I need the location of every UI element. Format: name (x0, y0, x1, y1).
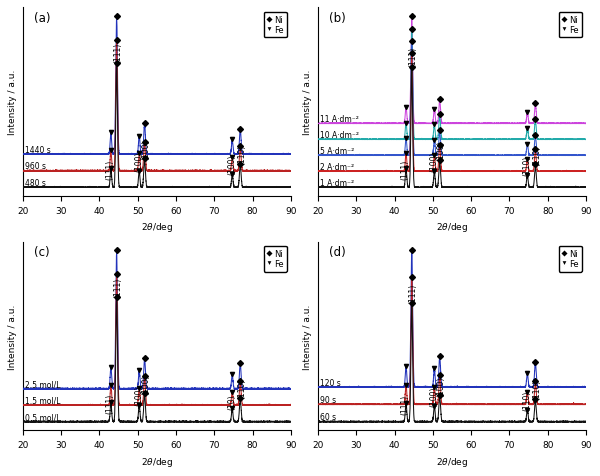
X-axis label: $2\theta$/deg: $2\theta$/deg (436, 221, 468, 234)
Text: 120 s: 120 s (320, 378, 341, 387)
Text: (111): (111) (113, 277, 122, 297)
Text: (100): (100) (141, 139, 150, 159)
Legend: Ni, Fe: Ni, Fe (559, 246, 582, 272)
Text: (c): (c) (34, 246, 49, 259)
Text: 2.5 mol/L: 2.5 mol/L (25, 379, 61, 388)
Text: (110): (110) (237, 378, 246, 398)
Text: 10 A·dm⁻²: 10 A·dm⁻² (320, 131, 359, 140)
Text: (100): (100) (429, 151, 438, 172)
Text: 60 s: 60 s (320, 412, 336, 421)
Y-axis label: Intensity / a.u.: Intensity / a.u. (304, 70, 313, 135)
Text: (100): (100) (134, 151, 143, 171)
Y-axis label: Intensity / a.u.: Intensity / a.u. (8, 304, 17, 369)
Text: 0.5 mol/L: 0.5 mol/L (25, 412, 61, 421)
Text: (100): (100) (436, 376, 445, 396)
Y-axis label: Intensity / a.u.: Intensity / a.u. (304, 304, 313, 369)
Text: (111): (111) (106, 393, 115, 414)
Legend: Ni, Fe: Ni, Fe (559, 12, 582, 39)
Text: (10): (10) (227, 393, 236, 409)
Text: (100): (100) (429, 386, 438, 407)
X-axis label: $2\theta$/deg: $2\theta$/deg (140, 221, 173, 234)
Y-axis label: Intensity / a.u.: Intensity / a.u. (8, 70, 17, 135)
Text: 1 A·dm⁻²: 1 A·dm⁻² (320, 178, 354, 188)
Text: (111): (111) (409, 47, 418, 67)
Text: (111): (111) (409, 283, 418, 303)
Text: (111): (111) (113, 43, 122, 63)
Text: 2 A·dm⁻²: 2 A·dm⁻² (320, 163, 354, 172)
Text: (111): (111) (401, 394, 410, 414)
X-axis label: $2\theta$/deg: $2\theta$/deg (140, 455, 173, 468)
Legend: Ni, Fe: Ni, Fe (263, 12, 287, 39)
Text: 5 A·dm⁻²: 5 A·dm⁻² (320, 147, 354, 156)
Text: (111): (111) (401, 159, 410, 180)
Text: (100): (100) (436, 141, 445, 161)
Text: (111): (111) (106, 159, 115, 179)
Text: (100): (100) (134, 385, 143, 405)
Text: 90 s: 90 s (320, 395, 336, 404)
Text: (110): (110) (532, 379, 541, 400)
Text: (110): (110) (532, 145, 541, 165)
Text: (100): (100) (227, 155, 236, 175)
Text: 480 s: 480 s (25, 178, 46, 188)
Text: (110): (110) (522, 156, 531, 176)
Text: (110): (110) (237, 145, 246, 165)
Text: (110): (110) (522, 390, 531, 410)
Text: (a): (a) (34, 12, 50, 25)
Text: (b): (b) (329, 12, 346, 25)
Text: (d): (d) (329, 246, 346, 259)
X-axis label: $2\theta$/deg: $2\theta$/deg (436, 455, 468, 468)
Text: 1440 s: 1440 s (25, 146, 50, 155)
Text: 11 A·dm⁻²: 11 A·dm⁻² (320, 115, 359, 124)
Text: (100): (100) (141, 373, 150, 394)
Text: 1.5 mol/L: 1.5 mol/L (25, 396, 61, 405)
Legend: Ni, Fe: Ni, Fe (263, 246, 287, 272)
Text: 960 s: 960 s (25, 162, 46, 171)
